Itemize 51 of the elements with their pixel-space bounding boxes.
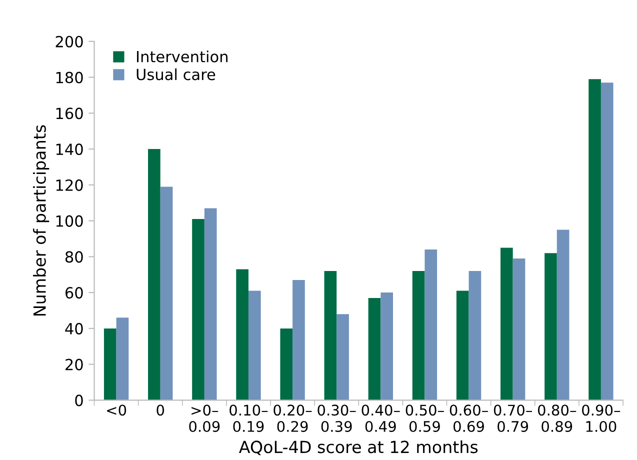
bar	[116, 318, 129, 400]
y-tick-label: 20	[66, 358, 83, 370]
x-tick-label: <0	[107, 404, 126, 416]
x-tick-label: 0.20– 0.29	[274, 404, 312, 432]
bar	[160, 186, 173, 400]
y-axis-title: Number of participants	[33, 125, 50, 316]
bar	[588, 79, 601, 400]
y-tick-label: 80	[65, 251, 83, 263]
bar	[512, 258, 526, 400]
bar	[336, 314, 349, 400]
y-tick-label: 160	[56, 108, 83, 120]
y-tick-label: 180	[56, 72, 83, 84]
bar	[424, 250, 438, 400]
bar	[544, 253, 557, 400]
y-tick-label: 100	[56, 215, 83, 227]
x-axis-title: AQoL-4D score at 12 months	[238, 440, 478, 456]
bar	[204, 208, 217, 400]
bar	[468, 271, 482, 400]
bar	[556, 230, 570, 400]
bar	[324, 271, 337, 400]
bar	[104, 328, 116, 400]
bar	[456, 290, 469, 400]
x-tick-label: 0	[156, 404, 164, 416]
x-tick-label: 0.30– 0.39	[318, 404, 356, 432]
bar	[412, 271, 425, 400]
y-tick-label: 60	[65, 287, 83, 299]
bar	[292, 280, 305, 400]
bar	[236, 269, 248, 400]
bar	[368, 298, 381, 400]
bar	[148, 149, 160, 400]
bar	[280, 328, 293, 400]
bar	[380, 292, 393, 400]
legend-label: Usual care	[136, 68, 216, 80]
y-tick-label: 0	[75, 394, 83, 406]
bar	[600, 82, 614, 400]
y-tick-label: 40	[65, 322, 83, 334]
x-tick-label: 0.90– 1.00	[582, 404, 620, 432]
x-tick-label: >0– 0.09	[189, 404, 220, 432]
y-tick-label: 200	[56, 36, 83, 48]
x-tick-label: 0.60– 0.69	[450, 404, 488, 432]
y-tick-label: 140	[56, 144, 83, 156]
x-tick-label: 0.70– 0.79	[494, 404, 532, 432]
bar	[500, 248, 513, 400]
x-tick-label: 0.10– 0.19	[230, 404, 268, 432]
x-tick-label: 0.40– 0.49	[362, 404, 400, 432]
legend-label: Intervention	[137, 50, 228, 62]
bar	[248, 290, 261, 400]
x-tick-label: 0.80– 0.89	[538, 404, 576, 432]
x-tick-label: 0.50– 0.59	[406, 404, 444, 432]
bar	[192, 219, 204, 400]
y-tick-label: 120	[56, 179, 83, 191]
